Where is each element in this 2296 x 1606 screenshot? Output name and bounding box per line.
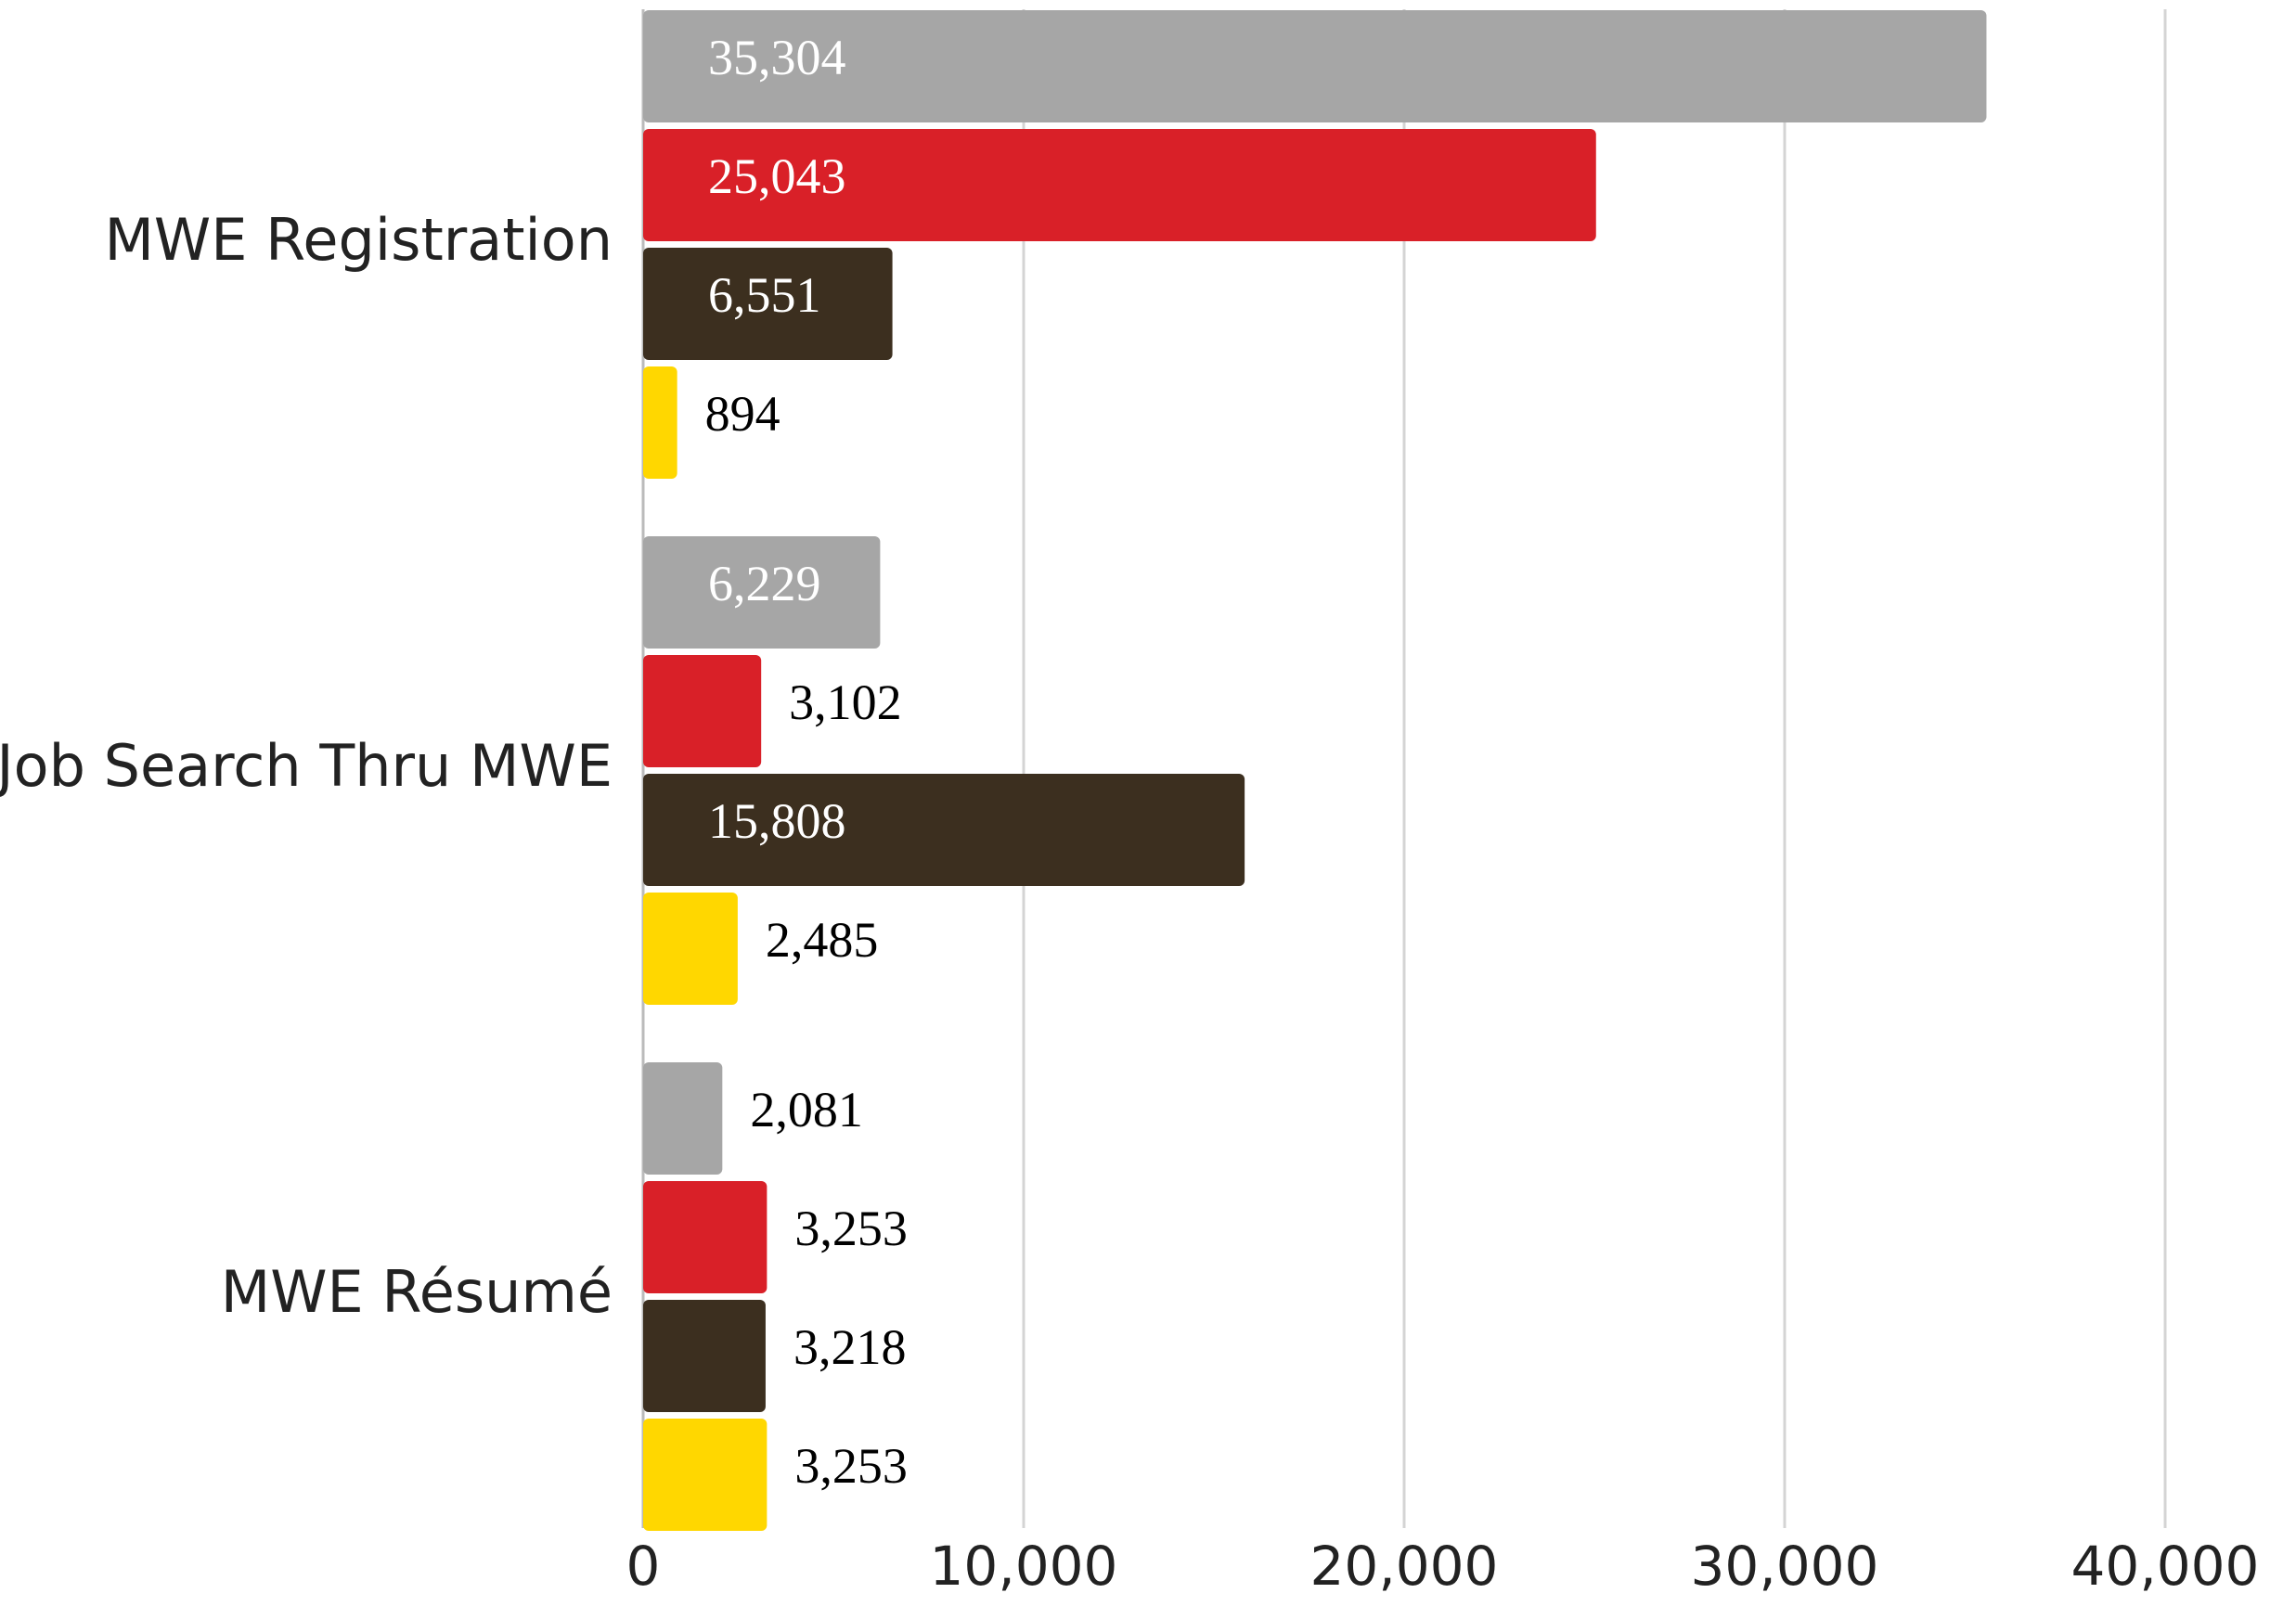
bar — [643, 1062, 723, 1175]
value-label: 3,102 — [789, 675, 902, 730]
value-label: 6,229 — [708, 556, 821, 611]
bar — [643, 1419, 767, 1531]
bar — [643, 10, 1987, 122]
x-tick-label: 40,000 — [2071, 1535, 2260, 1598]
value-label: 894 — [705, 386, 780, 442]
value-label: 2,485 — [766, 912, 879, 968]
x-tick-label: 0 — [626, 1535, 661, 1598]
x-tick-label: 30,000 — [1691, 1535, 1879, 1598]
value-label: 2,081 — [750, 1082, 863, 1137]
value-label: 3,253 — [794, 1201, 908, 1256]
bar — [643, 248, 893, 360]
bar — [643, 655, 762, 767]
bar — [643, 129, 1596, 241]
x-tick-label: 10,000 — [930, 1535, 1118, 1598]
category-label: Job Search Thru MWE — [0, 732, 613, 800]
bar — [643, 893, 738, 1005]
category-label: MWE Résumé — [221, 1258, 613, 1326]
bar — [643, 774, 1245, 886]
category-label: MWE Registration — [104, 206, 613, 274]
bar — [643, 1181, 767, 1293]
value-label: 3,218 — [793, 1319, 907, 1375]
value-label: 6,551 — [708, 267, 821, 323]
value-label: 15,808 — [708, 793, 846, 849]
x-tick-label: 20,000 — [1310, 1535, 1499, 1598]
value-label: 3,253 — [794, 1438, 908, 1494]
value-label: 35,304 — [708, 30, 846, 85]
bar — [643, 366, 677, 479]
bar — [643, 536, 881, 649]
bar — [643, 1300, 766, 1412]
value-label: 25,043 — [708, 148, 846, 204]
